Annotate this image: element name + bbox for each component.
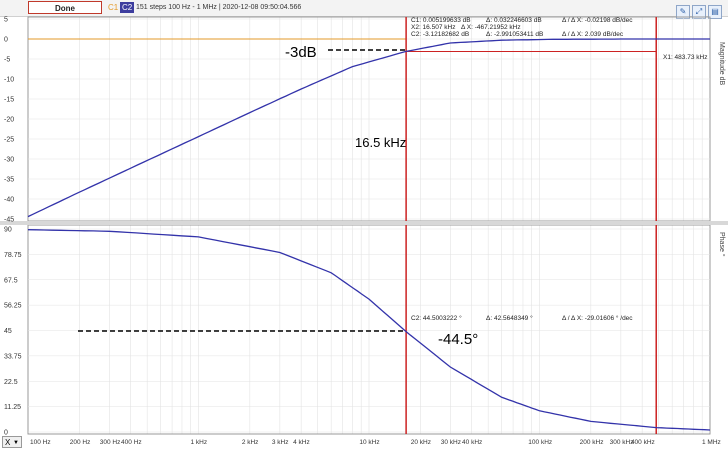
x-tick-label: 1 kHz — [191, 439, 208, 446]
top-cursor-readout: C1: 0.005199633 dB Δ: 0.032246603 dB Δ /… — [411, 17, 707, 61]
x-tick-label: 1 MHz — [702, 439, 721, 446]
wrench-icon[interactable]: ✎ — [676, 5, 690, 19]
y-tick-label: 11.25 — [4, 404, 21, 411]
c2-readout: C2: -3.12182682 dB — [411, 31, 469, 38]
x-tick-label: 20 kHz — [411, 439, 431, 446]
y-tick-label: 0 — [4, 37, 8, 44]
phase-trace — [27, 229, 711, 431]
y-tick-label: -30 — [4, 157, 14, 164]
x-tick-label: 100 Hz — [30, 439, 51, 446]
c2-slope-readout: Δ / Δ X: 2.039 dB/dec — [562, 31, 624, 38]
sweep-info: 151 steps 100 Hz - 1 MHz | 2020-12-08 09… — [136, 4, 302, 11]
x-axis-selector[interactable]: X ▼ — [2, 436, 22, 448]
x-tick-label: 2 kHz — [242, 439, 259, 446]
phase-annotation-label: -44.5° — [438, 331, 478, 348]
chevron-down-icon: ▼ — [13, 440, 19, 446]
x-tick-label: 200 Hz — [70, 439, 91, 446]
bottom-cursor-readout: C2: 44.5003222 ° Δ: 42.5648349 ° Δ / Δ X… — [411, 314, 633, 322]
x-tick-label: 300 Hz — [100, 439, 121, 446]
y-tick-label: 67.5 — [4, 277, 18, 284]
y-tick-label: -35 — [4, 177, 14, 184]
x-tick-label: 300 kHz — [610, 439, 634, 446]
channel2-toggle[interactable]: C2 — [120, 2, 135, 13]
zoom-icon[interactable]: ⤢ — [692, 5, 706, 19]
layout-icon[interactable]: ▤ — [708, 5, 722, 19]
done-button[interactable]: Done — [28, 1, 102, 14]
y-tick-label: -25 — [4, 137, 14, 144]
y-tick-label: -10 — [4, 77, 14, 84]
phase-c2-readout: C2: 44.5003222 ° — [411, 314, 462, 322]
x-tick-label: 400 kHz — [631, 439, 655, 446]
x2-readout: X2: 16.507 kHz — [411, 24, 455, 31]
y-tick-label: -20 — [4, 117, 14, 124]
panel-divider[interactable] — [0, 221, 728, 225]
y-tick-label: 0 — [4, 430, 8, 437]
y-tick-label: 90 — [4, 227, 12, 234]
x-tick-label: 100 kHz — [528, 439, 552, 446]
y-tick-label: 78.75 — [4, 252, 22, 259]
toolbar: Done C1 C2 151 steps 100 Hz - 1 MHz | 20… — [0, 0, 728, 19]
channel1-toggle[interactable]: C1 — [108, 3, 119, 12]
y-tick-label: 45 — [4, 328, 12, 335]
toolbar-icons: ✎ ⤢ ▤ — [674, 1, 722, 19]
x-tick-label: 30 kHz — [441, 439, 461, 446]
phase-delta-readout: Δ: 42.5648349 ° — [486, 314, 533, 322]
freq-annotation-label: 16.5 kHz — [355, 135, 406, 150]
x-tick-label: 200 kHz — [580, 439, 604, 446]
c1-slope-readout: Δ / Δ X: -0.02198 dB/dec — [562, 17, 633, 24]
magnitude-trace — [27, 38, 710, 218]
c2-delta-readout: Δ: -2.991053411 dB — [486, 31, 543, 38]
x-tick-label: 4 kHz — [293, 439, 310, 446]
y-tick-label: 56.25 — [4, 303, 22, 310]
y-tick-label: -45 — [4, 217, 14, 224]
phase-axis-label: Phase ° — [718, 232, 726, 257]
x-tick-label: 3 kHz — [272, 439, 289, 446]
x-tick-label: 40 kHz — [462, 439, 482, 446]
y-tick-label: -5 — [4, 57, 10, 64]
db-annotation-label: -3dB — [285, 44, 317, 61]
c1-delta-readout: Δ: 0.032246603 dB — [486, 17, 542, 24]
x1-readout: X1: 483.73 kHz — [663, 54, 707, 61]
phase-slope-readout: Δ / Δ X: -29.01606 ° /dec — [562, 314, 633, 322]
y-tick-label: 5 — [4, 17, 8, 24]
y-tick-label: 33.75 — [4, 353, 22, 360]
c1-readout: C1: 0.005199633 dB — [411, 17, 471, 24]
x-tick-label: 10 kHz — [359, 439, 379, 446]
x-tick-label: 400 Hz — [121, 439, 142, 446]
dx-readout: Δ X: -467.21952 kHz — [461, 24, 521, 31]
magnitude-axis-label: Magnitude dB — [718, 42, 725, 86]
x-axis-selector-label: X — [5, 438, 11, 447]
y-tick-label: -15 — [4, 97, 14, 104]
y-tick-label: 22.5 — [4, 379, 18, 386]
y-tick-label: -40 — [4, 197, 14, 204]
